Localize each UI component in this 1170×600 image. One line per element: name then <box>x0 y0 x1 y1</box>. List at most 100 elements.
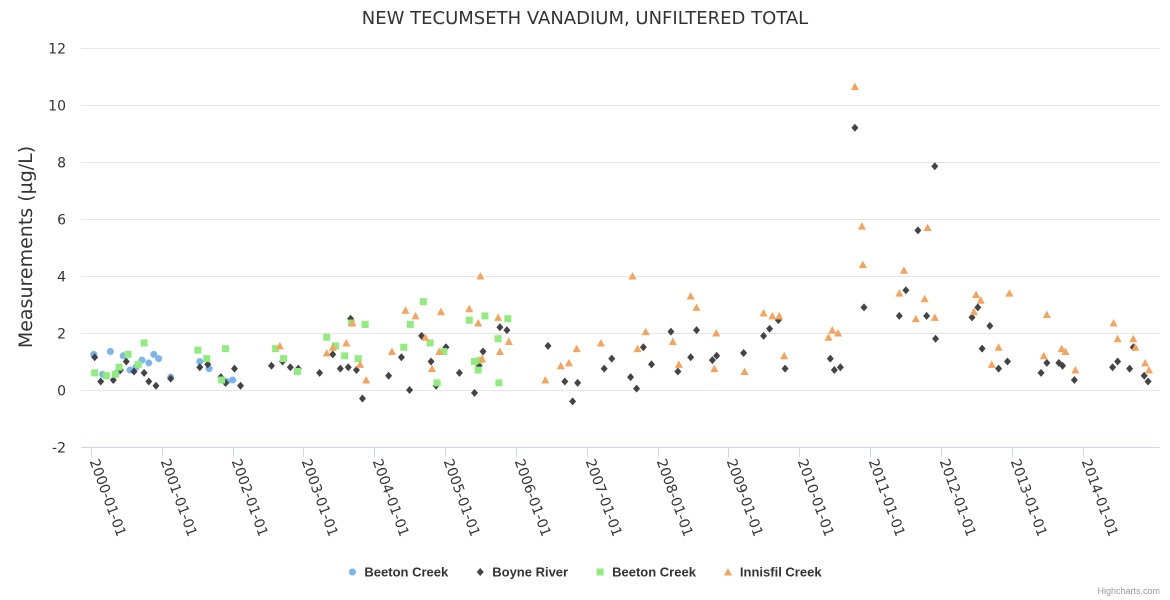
data-point <box>911 314 920 323</box>
y-axis-ticks: -2 0 2 4 6 8 10 12 <box>48 42 66 457</box>
data-point <box>857 222 866 230</box>
data-point <box>556 361 565 370</box>
data-point <box>1043 358 1051 367</box>
legend-item[interactable]: Boyne River <box>476 565 568 580</box>
data-point <box>1109 319 1118 327</box>
data-point <box>494 313 503 321</box>
data-point <box>474 319 483 327</box>
credits-link[interactable]: Highcharts.com <box>1097 586 1160 596</box>
data-point <box>836 363 844 372</box>
data-point <box>931 162 939 171</box>
data-point <box>194 346 202 354</box>
data-point <box>140 368 148 377</box>
data-point <box>385 371 393 380</box>
data-point <box>465 304 474 313</box>
data-point <box>406 320 414 328</box>
data-point <box>91 369 99 377</box>
data-point <box>572 344 581 353</box>
data-point <box>428 364 437 373</box>
data-point <box>1037 368 1045 377</box>
data-point <box>356 360 365 368</box>
data-point <box>344 363 352 372</box>
data-point <box>352 366 360 375</box>
data-point <box>97 377 105 386</box>
data-point <box>994 343 1003 351</box>
data-point <box>476 272 485 280</box>
data-point <box>633 344 642 353</box>
data-point <box>914 226 922 235</box>
legend-item[interactable]: Beeton Creek <box>348 565 449 580</box>
data-point <box>969 307 978 316</box>
data-point <box>564 358 573 367</box>
y-tick-label: 2 <box>57 327 66 343</box>
data-point <box>471 388 479 397</box>
data-point <box>1071 366 1080 374</box>
y-tick-label: 8 <box>57 156 66 172</box>
data-point <box>708 356 716 365</box>
data-point <box>895 289 904 297</box>
data-point <box>122 357 130 366</box>
legend[interactable]: Beeton Creek Boyne River Beeton Creek Innis… <box>348 565 822 580</box>
data-point <box>218 376 226 384</box>
data-point <box>421 333 430 341</box>
data-point <box>496 323 504 332</box>
data-point <box>1126 364 1134 373</box>
data-point <box>331 342 339 350</box>
data-point <box>976 296 985 304</box>
data-point <box>608 354 616 363</box>
data-point <box>641 327 650 336</box>
data-point <box>229 376 237 384</box>
data-point <box>692 303 701 311</box>
data-point <box>293 367 301 375</box>
data-point <box>600 364 608 373</box>
data-point <box>740 367 749 375</box>
data-point <box>710 364 719 373</box>
data-point <box>433 379 441 387</box>
data-point <box>230 364 238 373</box>
data-point <box>106 348 114 356</box>
data-point <box>323 333 331 341</box>
data-point <box>322 348 331 357</box>
data-point <box>401 306 410 314</box>
data-point <box>1129 334 1138 343</box>
data-point <box>328 343 337 351</box>
data-point <box>667 327 675 336</box>
data-point <box>834 329 843 337</box>
legend-item[interactable]: Innisfil Creek <box>723 565 822 580</box>
legend-label: Innisfil Creek <box>740 565 822 580</box>
data-point <box>693 326 701 335</box>
data-point <box>760 331 768 340</box>
data-point <box>387 347 396 356</box>
data-point <box>561 377 569 386</box>
data-point <box>860 303 868 312</box>
data-point <box>648 360 656 369</box>
data-point <box>1144 377 1152 386</box>
data-point <box>987 360 996 368</box>
legend-label: Beeton Creek <box>612 565 697 580</box>
data-point <box>1070 376 1078 385</box>
legend-marker <box>348 568 356 576</box>
data-point <box>348 319 357 327</box>
data-point <box>1005 289 1014 297</box>
data-point <box>440 348 448 356</box>
data-point <box>481 312 489 320</box>
data-point <box>426 339 434 347</box>
legend-label: Beeton Creek <box>364 565 449 580</box>
data-point <box>923 223 932 232</box>
data-point <box>495 347 504 356</box>
data-point <box>766 324 774 333</box>
data-point <box>627 373 635 382</box>
data-point <box>541 376 550 384</box>
data-point <box>851 123 859 132</box>
data-point <box>972 290 981 299</box>
data-point <box>932 334 940 343</box>
data-point <box>167 374 175 383</box>
data-point <box>1113 334 1122 343</box>
data-point <box>222 345 230 353</box>
data-point <box>400 343 408 351</box>
data-point <box>354 355 362 363</box>
legend-item[interactable]: Beeton Creek <box>596 565 697 580</box>
data-point <box>1114 357 1122 366</box>
data-point <box>145 359 153 367</box>
